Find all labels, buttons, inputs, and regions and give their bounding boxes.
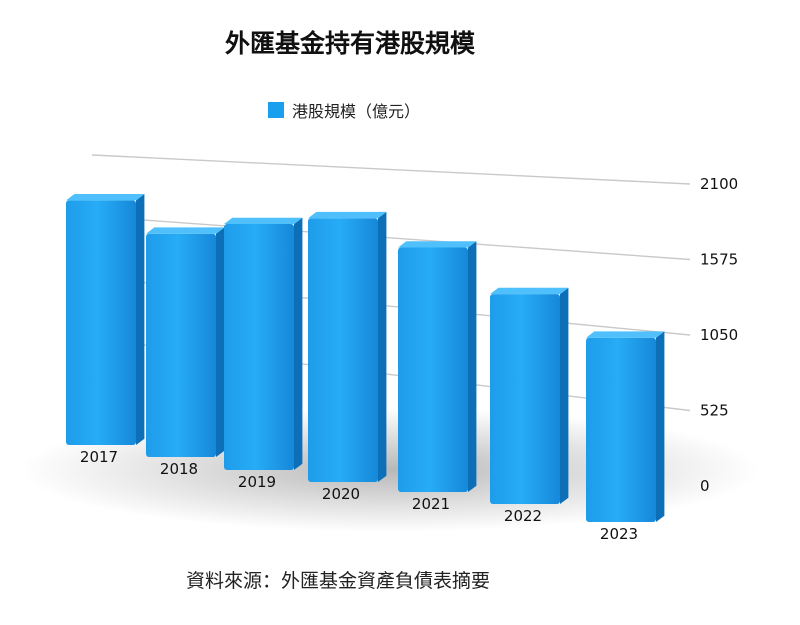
- bar-top: [490, 287, 569, 295]
- bar-front: [146, 233, 216, 457]
- bar-top: [146, 227, 225, 234]
- bar-side: [656, 331, 665, 522]
- bar: [398, 241, 477, 492]
- chart-title: 外匯基金持有港股規模: [224, 29, 475, 58]
- bar-side: [294, 217, 303, 470]
- bar: [224, 217, 303, 470]
- bar: [146, 227, 225, 457]
- y-tick-label: 525: [700, 402, 729, 420]
- bar: [66, 194, 145, 445]
- y-tick-label: 1050: [700, 326, 738, 344]
- bar-front: [586, 337, 656, 522]
- x-tick-label: 2018: [160, 460, 198, 478]
- bar-front: [224, 223, 294, 470]
- bar-top: [66, 194, 145, 201]
- x-tick-label: 2021: [412, 495, 450, 513]
- legend-label: 港股規模（億元）: [292, 102, 421, 121]
- bar-top: [586, 331, 665, 338]
- bar-side: [136, 194, 145, 445]
- y-tick-label: 1575: [700, 251, 738, 269]
- x-tick-label: 2020: [322, 485, 360, 503]
- bar: [490, 287, 569, 504]
- x-tick-label: 2017: [80, 448, 118, 466]
- legend: 港股規模（億元）: [268, 98, 420, 122]
- bar-front: [308, 218, 378, 482]
- x-tick-label: 2023: [600, 525, 638, 543]
- gridline: [91, 215, 691, 261]
- bar-top: [224, 217, 303, 224]
- source-note: 資料來源：外匯基金資產負債表摘要: [186, 570, 491, 592]
- bar: [586, 331, 665, 522]
- bar-front: [66, 200, 136, 445]
- bar-side: [216, 227, 225, 457]
- x-tick-label: 2019: [238, 473, 276, 491]
- y-tick-label: 2100: [700, 175, 738, 193]
- bar-front: [398, 247, 468, 492]
- gridline: [91, 154, 691, 185]
- bar: [308, 211, 387, 482]
- legend-swatch: [268, 102, 284, 118]
- bar-front: [490, 294, 560, 504]
- bar-top: [308, 211, 387, 219]
- bar-side: [468, 241, 477, 492]
- x-tick-label: 2022: [504, 507, 542, 525]
- bar-side: [560, 287, 569, 504]
- y-tick-label: 0: [700, 477, 710, 495]
- bar-top: [398, 241, 477, 248]
- bar-side: [378, 211, 387, 482]
